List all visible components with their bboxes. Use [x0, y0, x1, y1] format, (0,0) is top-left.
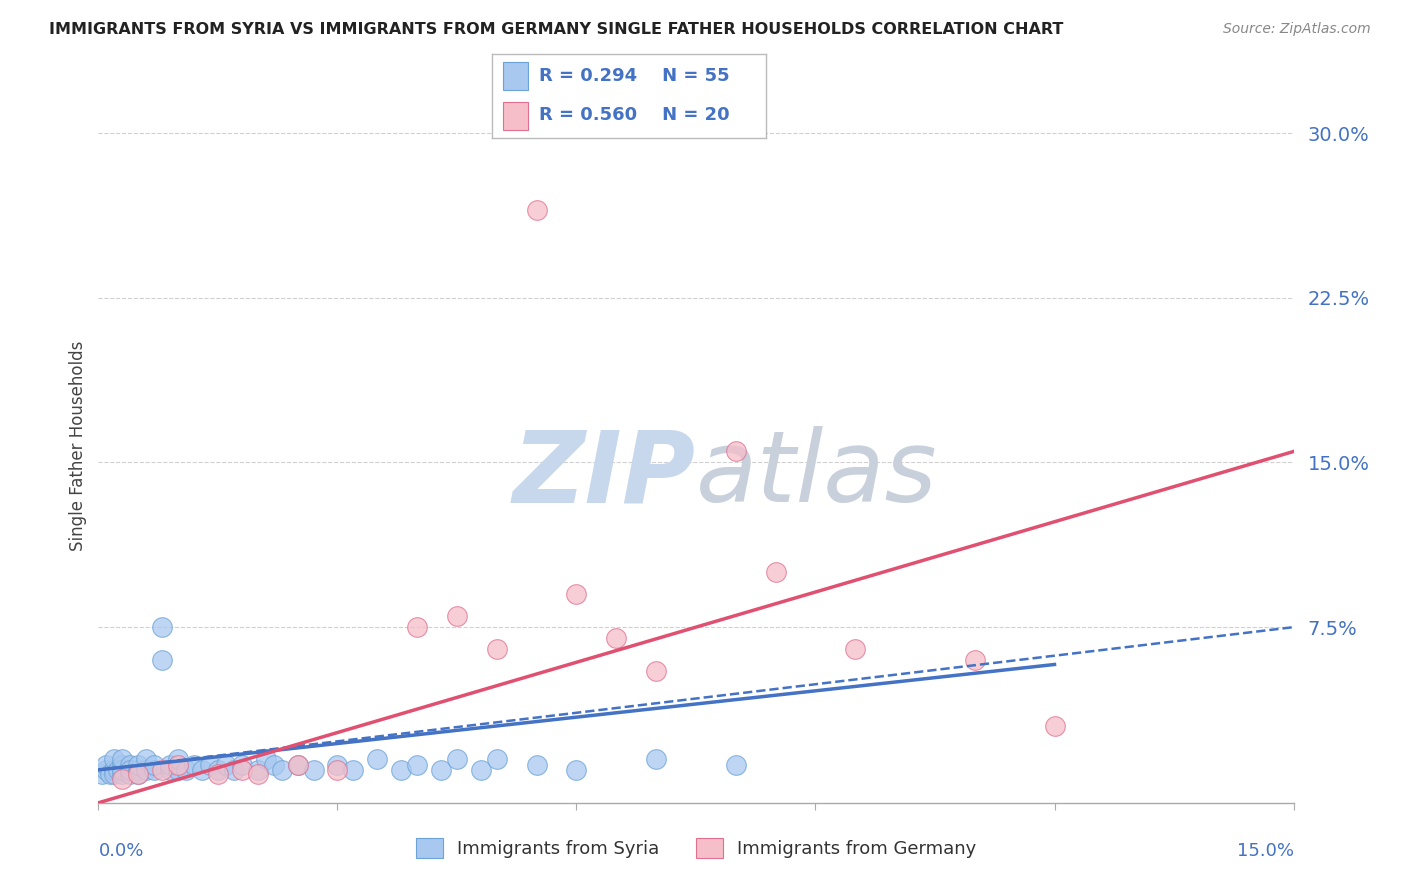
- Text: atlas: atlas: [696, 426, 938, 523]
- Point: [406, 620, 429, 634]
- Point: [389, 763, 412, 777]
- Point: [645, 752, 668, 766]
- Text: R = 0.560    N = 20: R = 0.560 N = 20: [538, 106, 730, 124]
- Point: [150, 763, 173, 777]
- Point: [231, 758, 253, 772]
- Point: [430, 763, 453, 777]
- Point: [111, 758, 134, 772]
- Point: [724, 758, 747, 772]
- Point: [446, 609, 468, 624]
- Point: [565, 587, 588, 601]
- Point: [150, 620, 173, 634]
- Point: [167, 758, 190, 772]
- Point: [406, 758, 429, 772]
- Point: [127, 763, 149, 777]
- Point: [107, 763, 129, 777]
- Text: R = 0.294    N = 55: R = 0.294 N = 55: [538, 67, 730, 85]
- Text: Source: ZipAtlas.com: Source: ZipAtlas.com: [1223, 22, 1371, 37]
- Point: [470, 763, 492, 777]
- Y-axis label: Single Father Households: Single Father Households: [69, 341, 87, 551]
- Point: [103, 752, 125, 766]
- Bar: [503, 62, 527, 90]
- Point: [844, 642, 866, 657]
- Point: [254, 752, 277, 766]
- Point: [111, 772, 134, 786]
- Point: [1043, 719, 1066, 733]
- Point: [326, 758, 349, 772]
- Point: [198, 758, 221, 772]
- Point: [287, 758, 309, 772]
- Point: [246, 767, 269, 781]
- Point: [98, 767, 122, 781]
- Bar: [503, 102, 527, 130]
- Point: [150, 653, 173, 667]
- Point: [446, 752, 468, 766]
- Point: [127, 758, 149, 772]
- Point: [159, 763, 181, 777]
- Point: [111, 763, 134, 777]
- Point: [963, 653, 986, 667]
- Point: [342, 763, 364, 777]
- Point: [183, 758, 205, 772]
- Point: [135, 752, 157, 766]
- Point: [246, 763, 269, 777]
- Point: [167, 763, 190, 777]
- Point: [143, 763, 166, 777]
- Point: [174, 763, 197, 777]
- Point: [96, 758, 118, 772]
- Point: [485, 752, 508, 766]
- Text: 15.0%: 15.0%: [1236, 842, 1294, 860]
- Point: [91, 767, 114, 781]
- Point: [191, 763, 214, 777]
- Point: [96, 763, 118, 777]
- Point: [103, 767, 125, 781]
- Point: [120, 763, 142, 777]
- Point: [143, 758, 166, 772]
- Point: [645, 664, 668, 678]
- Point: [605, 631, 627, 645]
- Point: [103, 763, 125, 777]
- Point: [111, 767, 134, 781]
- Point: [526, 202, 548, 217]
- Point: [765, 566, 787, 580]
- Text: 0.0%: 0.0%: [98, 842, 143, 860]
- Point: [287, 758, 309, 772]
- Point: [485, 642, 508, 657]
- Point: [565, 763, 588, 777]
- Point: [159, 758, 181, 772]
- Point: [167, 752, 190, 766]
- Point: [526, 758, 548, 772]
- Legend: Immigrants from Syria, Immigrants from Germany: Immigrants from Syria, Immigrants from G…: [408, 830, 984, 865]
- Point: [263, 758, 285, 772]
- Point: [302, 763, 325, 777]
- Point: [127, 767, 149, 781]
- Point: [222, 763, 245, 777]
- Point: [724, 444, 747, 458]
- Point: [215, 758, 238, 772]
- Point: [120, 758, 142, 772]
- Text: IMMIGRANTS FROM SYRIA VS IMMIGRANTS FROM GERMANY SINGLE FATHER HOUSEHOLDS CORREL: IMMIGRANTS FROM SYRIA VS IMMIGRANTS FROM…: [49, 22, 1063, 37]
- Point: [111, 752, 134, 766]
- Point: [207, 767, 229, 781]
- Point: [135, 763, 157, 777]
- Point: [207, 763, 229, 777]
- Point: [127, 767, 149, 781]
- Point: [270, 763, 292, 777]
- Point: [366, 752, 388, 766]
- Point: [231, 763, 253, 777]
- Point: [326, 763, 349, 777]
- Text: ZIP: ZIP: [513, 426, 696, 523]
- Point: [120, 767, 142, 781]
